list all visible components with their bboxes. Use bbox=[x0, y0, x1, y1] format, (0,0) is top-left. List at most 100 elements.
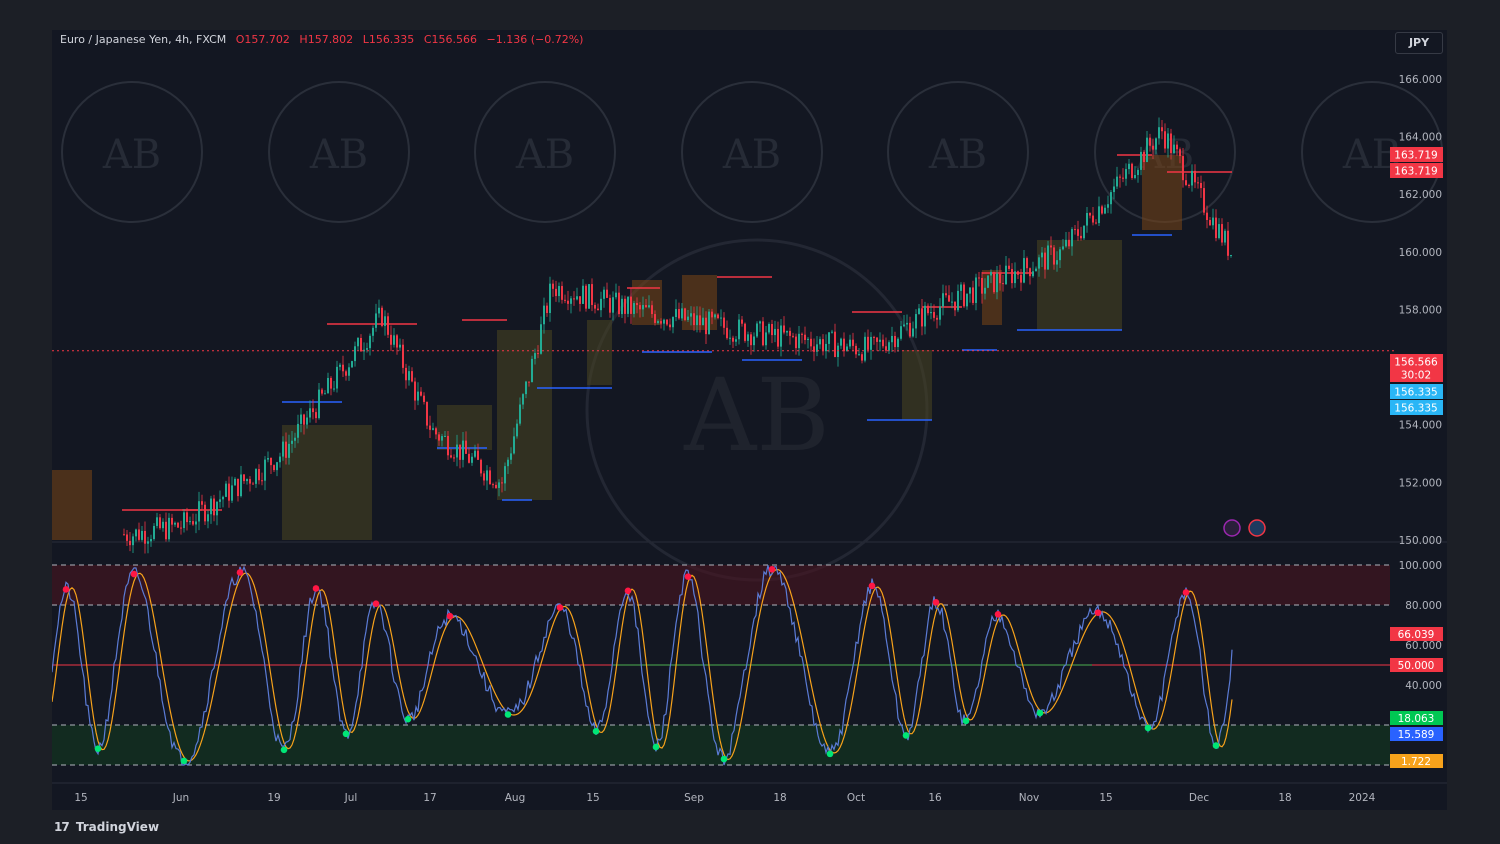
time-tick-label: 17 bbox=[423, 792, 436, 804]
candle bbox=[915, 309, 917, 339]
osc-value-tag bbox=[1390, 658, 1443, 672]
candle bbox=[972, 280, 974, 306]
symbol-title[interactable]: Euro / Japanese Yen, 4h, FXCM bbox=[60, 33, 227, 46]
candle bbox=[1125, 163, 1127, 186]
candle bbox=[141, 526, 143, 542]
candle bbox=[666, 319, 668, 327]
signal-dot-top bbox=[994, 610, 1002, 618]
sr-zone-box bbox=[497, 330, 552, 500]
candle bbox=[1077, 220, 1079, 241]
candle bbox=[852, 332, 854, 352]
candle bbox=[1086, 206, 1088, 233]
candle bbox=[693, 306, 695, 331]
candle bbox=[1011, 263, 1013, 289]
candle bbox=[378, 299, 380, 318]
candle bbox=[1188, 183, 1190, 189]
candle bbox=[261, 472, 263, 486]
candle bbox=[981, 271, 983, 304]
candle bbox=[537, 345, 539, 359]
candle bbox=[546, 302, 548, 317]
candle bbox=[978, 272, 980, 287]
candle bbox=[882, 334, 884, 349]
candle bbox=[1029, 267, 1031, 285]
time-tick-label: Sep bbox=[684, 792, 704, 804]
signal-dot-bottom bbox=[342, 730, 350, 738]
watermark-text: AB bbox=[928, 132, 987, 178]
candle bbox=[717, 313, 719, 320]
candle bbox=[945, 285, 947, 298]
osc-tick-label: 60.000 bbox=[1405, 640, 1442, 652]
candle bbox=[1218, 218, 1220, 240]
candle bbox=[918, 303, 920, 315]
candle bbox=[501, 477, 503, 493]
candle bbox=[384, 310, 386, 336]
candle bbox=[675, 299, 677, 322]
candle bbox=[234, 477, 236, 486]
candle bbox=[795, 333, 797, 355]
candle bbox=[1149, 133, 1151, 152]
candle bbox=[1014, 262, 1016, 288]
chart-canvas[interactable]: ABABABABABABABAB150.000152.000154.000156… bbox=[52, 30, 1447, 810]
osc-value-tag bbox=[1390, 754, 1443, 768]
candle bbox=[615, 283, 617, 300]
candle bbox=[786, 330, 788, 336]
candle bbox=[1107, 195, 1109, 214]
candle bbox=[954, 301, 956, 317]
candle bbox=[1038, 254, 1040, 277]
candle bbox=[483, 470, 485, 486]
candle bbox=[1140, 146, 1142, 176]
candle bbox=[288, 434, 290, 465]
chart-pane[interactable]: ABABABABABABABAB150.000152.000154.000156… bbox=[52, 30, 1447, 810]
candle bbox=[885, 337, 887, 353]
candle bbox=[507, 457, 509, 475]
candle bbox=[222, 495, 224, 508]
tradingview-logo-icon: 17 bbox=[54, 820, 70, 834]
tradingview-branding[interactable]: 17 TradingView bbox=[54, 820, 159, 834]
candle bbox=[144, 521, 146, 554]
candle bbox=[318, 382, 320, 420]
candle bbox=[213, 494, 215, 522]
candle bbox=[210, 495, 212, 524]
candle bbox=[840, 337, 842, 349]
price-tag bbox=[1390, 354, 1443, 369]
candle bbox=[390, 325, 392, 352]
candle bbox=[1197, 176, 1199, 189]
price-tick-label: 160.000 bbox=[1399, 247, 1442, 259]
candle bbox=[1017, 270, 1019, 280]
low-value: L156.335 bbox=[362, 33, 415, 46]
candle bbox=[759, 320, 761, 332]
price-tag-text: 156.566 bbox=[1394, 357, 1438, 369]
candle bbox=[492, 482, 494, 489]
currency-button[interactable]: JPY bbox=[1395, 32, 1443, 54]
candle bbox=[348, 363, 350, 381]
candle bbox=[180, 520, 182, 535]
candle bbox=[1098, 196, 1100, 226]
candle bbox=[1068, 231, 1070, 250]
candle bbox=[870, 332, 872, 360]
candle bbox=[123, 528, 125, 536]
time-tick-label: Oct bbox=[847, 792, 865, 804]
candle bbox=[996, 265, 998, 300]
candle bbox=[876, 337, 878, 351]
candle bbox=[198, 491, 200, 531]
candle bbox=[603, 286, 605, 308]
osc-value-tag-text: 18.063 bbox=[1398, 713, 1435, 725]
candle bbox=[204, 501, 206, 525]
candle bbox=[426, 401, 428, 430]
candle bbox=[684, 307, 686, 322]
candle bbox=[1062, 239, 1064, 251]
candle bbox=[1119, 174, 1121, 188]
candle bbox=[342, 355, 344, 378]
candle bbox=[1110, 190, 1112, 214]
signal-dot-top bbox=[868, 582, 876, 590]
candle bbox=[1056, 251, 1058, 272]
candle bbox=[1074, 225, 1076, 235]
candle bbox=[987, 275, 989, 289]
candle bbox=[1053, 244, 1055, 270]
candle bbox=[609, 294, 611, 318]
candle bbox=[975, 273, 977, 311]
osc-value-tag bbox=[1390, 727, 1443, 741]
time-tick-label: 2024 bbox=[1349, 792, 1376, 804]
osc-slow-line bbox=[52, 568, 1233, 762]
sr-zone-box bbox=[587, 320, 612, 385]
